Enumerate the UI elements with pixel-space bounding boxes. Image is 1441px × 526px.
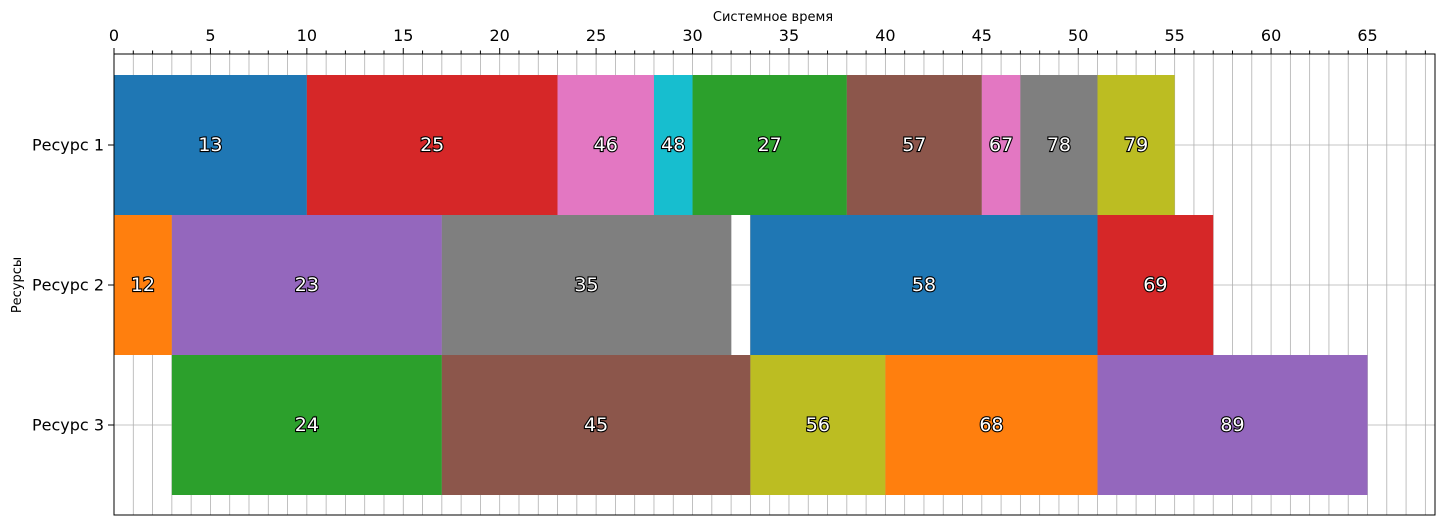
plot-area: 13 25 46 48 27 57 67 78 79 12 23 35 58 69 24 45 56 68 89 0 5… [32, 26, 1436, 516]
task-bar-48 [653, 75, 693, 215]
task-label-13: 13 [198, 134, 222, 156]
x-axis: 0 5 10 15 20 25 30 35 40 45 50 55 60 65 [109, 26, 1426, 54]
task-bar-57 [846, 75, 982, 215]
task-bar-12 [114, 215, 172, 355]
y-tick-label-resource-3: Ресурс 3 [32, 416, 104, 435]
task-label-45: 45 [584, 414, 608, 436]
task-bar-46 [557, 75, 654, 215]
x-tick-label-0: 0 [109, 26, 119, 45]
task-bar-78 [1020, 75, 1098, 215]
task-bar-69 [1097, 215, 1214, 355]
task-bar-23 [171, 215, 442, 355]
task-bar-45 [441, 355, 751, 495]
x-tick-label-40: 40 [875, 26, 895, 45]
x-tick-label-10: 10 [297, 26, 317, 45]
x-tick-label-60: 60 [1261, 26, 1281, 45]
task-bar-67 [981, 75, 1021, 215]
task-bar-68 [885, 355, 1098, 495]
task-label-56: 56 [806, 414, 830, 436]
x-tick-label-15: 15 [393, 26, 413, 45]
y-axis-title: Ресурсы [10, 257, 25, 313]
task-bar-89 [1097, 355, 1368, 495]
task-labels: 13 25 46 48 27 57 67 78 79 12 23 35 58 69 24 45 56 68 89 [130, 133, 1246, 437]
task-label-12: 12 [131, 274, 155, 296]
task-bar-24 [171, 355, 442, 495]
task-bar-35 [441, 215, 732, 355]
y-tick-label-resource-2: Ресурс 2 [32, 276, 104, 295]
task-label-46: 46 [594, 134, 618, 156]
y-tick-label-resource-1: Ресурс 1 [32, 136, 104, 155]
task-bar-25 [306, 75, 558, 215]
task-label-48: 48 [661, 134, 685, 156]
task-label-25: 25 [420, 134, 444, 156]
task-bar-58 [750, 215, 1098, 355]
task-label-78: 78 [1047, 134, 1071, 156]
x-tick-label-55: 55 [1164, 26, 1184, 45]
task-bars [114, 75, 1368, 495]
task-bar-13 [114, 75, 307, 215]
x-tick-label-5: 5 [205, 26, 215, 45]
task-bar-27 [692, 75, 847, 215]
task-label-67: 67 [989, 134, 1013, 156]
task-label-69: 69 [1143, 274, 1167, 296]
task-label-58: 58 [912, 274, 936, 296]
task-label-24: 24 [295, 414, 319, 436]
x-axis-title: Системное время [713, 10, 833, 25]
x-tick-label-25: 25 [586, 26, 606, 45]
task-bar-56 [750, 355, 886, 495]
task-label-57: 57 [902, 134, 926, 156]
x-tick-label-20: 20 [490, 26, 510, 45]
task-label-89: 89 [1220, 414, 1244, 436]
x-tick-label-30: 30 [682, 26, 702, 45]
task-label-35: 35 [574, 274, 598, 296]
task-bar-79 [1097, 75, 1175, 215]
task-label-68: 68 [979, 414, 1003, 436]
x-tick-label-45: 45 [972, 26, 992, 45]
task-label-23: 23 [295, 274, 319, 296]
x-tick-label-35: 35 [779, 26, 799, 45]
x-tick-label-50: 50 [1068, 26, 1088, 45]
y-axis: Ресурс 1 Ресурс 2 Ресурс 3 [32, 136, 114, 435]
task-label-79: 79 [1124, 134, 1148, 156]
task-label-27: 27 [758, 134, 782, 156]
x-tick-label-65: 65 [1357, 26, 1377, 45]
